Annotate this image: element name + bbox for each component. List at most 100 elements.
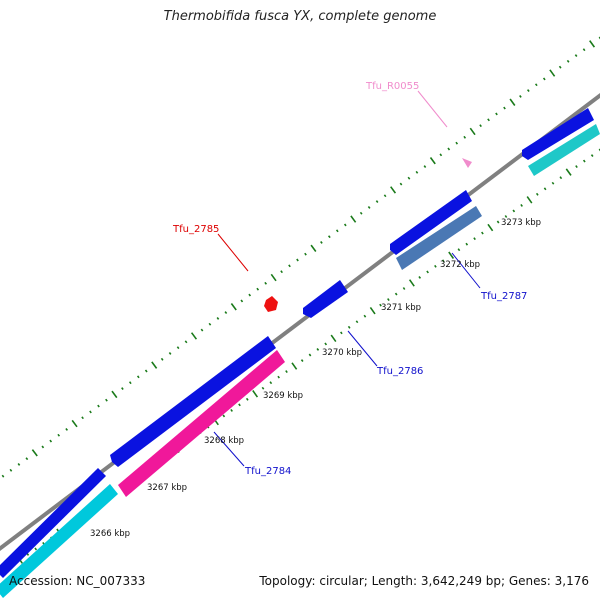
ruler-tick (350, 215, 357, 223)
ruler-tick (565, 168, 572, 176)
ruler-tick (144, 369, 148, 373)
ruler-tick (418, 276, 422, 279)
ruler-labels: 3266 kbp 3267 kbp 3268 kbp 3269 kbp 3270… (90, 218, 541, 539)
ruler-tick (128, 381, 132, 385)
ruler-tick (441, 259, 445, 263)
ruler-tick (379, 303, 382, 307)
ruler-tick (280, 270, 283, 274)
ruler-tick (355, 320, 359, 324)
ruler-tick (34, 547, 38, 551)
ruler-tick (230, 408, 233, 412)
leader-line-tfu-2786 (347, 330, 378, 367)
ruler-tick (434, 264, 437, 268)
ruler-tick (330, 334, 337, 343)
label-tfu-2786[interactable]: Tfu_2786 (376, 366, 423, 377)
ruler-tick (520, 203, 523, 207)
ruler-tick (230, 303, 237, 311)
ruler-tick (447, 147, 451, 151)
label-tfu-r0055[interactable]: Tfu_R0055 (365, 81, 419, 92)
gene-block-blue[interactable] (0, 468, 106, 578)
ruler-tick (367, 206, 371, 209)
ruler-tick (402, 287, 406, 290)
gene-block-steel[interactable] (396, 206, 482, 270)
ruler-tick (465, 242, 469, 246)
ruler-tick (340, 331, 343, 335)
ruler-tick (504, 215, 508, 218)
ruler-label: 3268 kbp (204, 436, 244, 446)
ruler-tick (519, 95, 522, 98)
ruler-tick (439, 153, 443, 157)
ruler-tick (448, 251, 455, 259)
ruler-tick (9, 468, 13, 472)
ruler-tick (270, 273, 277, 282)
ruler-tick (41, 445, 45, 449)
gene-block-magenta[interactable] (118, 350, 285, 497)
ruler-label: 3269 kbp (263, 391, 303, 401)
ruler-tick (300, 359, 304, 362)
ruler-tick (256, 287, 260, 291)
leader-line-tfu-2787 (451, 252, 481, 289)
ruler-tick (216, 317, 220, 320)
ruler-label: 3266 kbp (90, 529, 130, 539)
ruler-tick (423, 165, 427, 168)
ruler-tick (473, 237, 476, 241)
label-tfu-2784[interactable]: Tfu_2784 (244, 466, 291, 477)
ruler-tick (407, 176, 411, 180)
ruler-tick (487, 223, 494, 232)
feature-marker-tfu-r0055[interactable] (462, 158, 472, 168)
ruler-tick (343, 223, 347, 227)
ruler-tick (160, 357, 164, 361)
ruler-tick (200, 328, 204, 332)
ruler-tick (105, 398, 108, 402)
ruler-label: 3271 kbp (381, 303, 421, 313)
ruler-tick (324, 342, 328, 346)
ruler-tick (291, 362, 298, 370)
reverse-genes (0, 124, 600, 598)
ruler-tick (455, 141, 459, 145)
ruler-tick (288, 264, 291, 268)
ruler-tick (359, 211, 363, 215)
ruler-tick (296, 258, 299, 262)
ruler-tick (71, 419, 78, 428)
ruler-tick (390, 186, 397, 194)
gene-block-blue[interactable] (522, 108, 594, 160)
ruler-tick (335, 229, 339, 233)
ruler-tick (575, 165, 578, 169)
label-tfu-2785[interactable]: Tfu_2785 (172, 224, 219, 235)
ruler-label: 3273 kbp (501, 218, 541, 228)
ruler-tick (57, 433, 61, 437)
ruler-tick (558, 65, 562, 69)
ruler-tick (121, 387, 124, 390)
ruler-tick (363, 314, 367, 318)
ruler-tick (559, 176, 563, 180)
ruler-tick (222, 414, 226, 418)
gene-block-blue[interactable] (110, 336, 276, 467)
genome-backbone (0, 93, 600, 551)
gene-block-teal[interactable] (528, 124, 600, 176)
ruler-tick (252, 390, 259, 398)
ruler-tick (457, 248, 461, 252)
ruler-tick (590, 154, 594, 157)
ruler-label: 3272 kbp (440, 260, 480, 270)
feature-marker-tfu-2785[interactable] (264, 296, 278, 312)
ruler-tick (304, 252, 307, 256)
ruler-tick (542, 77, 546, 81)
ruler-tick (316, 348, 320, 351)
ruler-tick (49, 439, 53, 443)
ruler-tick (535, 192, 539, 196)
ruler-tick (415, 170, 419, 174)
label-tfu-2787[interactable]: Tfu_2787 (480, 291, 527, 302)
ruler-tick (481, 231, 484, 235)
ruler-tick (184, 340, 188, 344)
ruler-tick (582, 48, 586, 52)
leader-line-tfu-2785 (217, 233, 249, 272)
ruler-tick (308, 353, 312, 357)
gene-block-blue[interactable] (390, 190, 472, 255)
ruler-tick (509, 98, 516, 106)
ruler-tick (25, 457, 29, 461)
ruler-tick (469, 127, 476, 136)
gene-block-cyan[interactable] (0, 484, 118, 598)
gene-block-blue[interactable] (303, 280, 348, 318)
ruler-tick (327, 235, 331, 239)
